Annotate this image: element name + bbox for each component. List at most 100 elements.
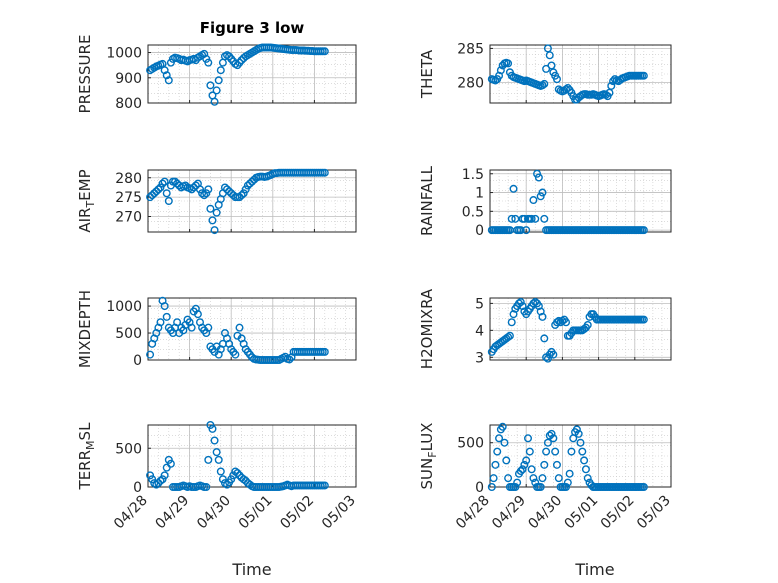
data-point: [509, 184, 518, 193]
data-point: [522, 226, 531, 235]
data-point: [241, 185, 250, 194]
data-point: [146, 350, 155, 359]
data-point: [320, 347, 329, 356]
subplot-4: 0 500 1000 MIXDEPTH: [76, 290, 357, 369]
data-point: [543, 438, 552, 447]
data-point: [148, 475, 157, 484]
data-point: [164, 196, 173, 205]
data-point: [164, 455, 173, 464]
data-point: [504, 59, 513, 68]
data-point: [500, 438, 509, 447]
data-point: [516, 226, 525, 235]
data-point: [210, 436, 219, 445]
y-axis-label: PRESSURE: [76, 35, 94, 114]
data-point: [507, 318, 516, 327]
data-point: [545, 51, 554, 60]
y-axis-label: AIRTEMP: [76, 169, 97, 232]
data-point: [504, 333, 513, 342]
data-point: [552, 318, 561, 327]
data-point: [237, 191, 246, 200]
data-point: [166, 459, 175, 468]
y-tick-label: 900: [115, 71, 142, 87]
data-point: [540, 460, 549, 469]
data-point: [542, 64, 551, 73]
data-point: [502, 456, 511, 465]
x-tick-label: 04/28: [111, 493, 151, 533]
data-point: [160, 66, 169, 75]
subplot-1: 280 285 THETA: [418, 41, 672, 104]
data-point: [538, 312, 547, 321]
data-point: [212, 448, 221, 457]
data-point: [567, 447, 576, 456]
data-point: [531, 214, 540, 223]
data-point: [146, 471, 155, 480]
data-point: [493, 447, 502, 456]
data-point: [204, 185, 213, 194]
data-point: [639, 71, 648, 80]
data-point: [536, 192, 545, 201]
y-axis-label: TERRMSL: [76, 422, 97, 491]
data-point: [549, 350, 558, 359]
data-point: [218, 475, 227, 484]
data-point: [233, 469, 242, 478]
data-point: [495, 434, 504, 443]
subplot-7: 0 500 SUNFLUX 04/2804/2904/3005/0105/0205/0…: [418, 423, 674, 533]
data-point: [538, 474, 547, 483]
data-point: [572, 425, 581, 434]
data-point: [202, 483, 211, 492]
y-tick-label: 1: [475, 186, 484, 202]
data-point: [562, 483, 571, 492]
data-point: [583, 320, 592, 329]
y-tick-label: 270: [115, 210, 142, 226]
data-point: [154, 185, 163, 194]
data-point: [554, 474, 563, 483]
data-point: [529, 474, 538, 483]
data-point: [504, 474, 513, 483]
x-tick-label: 05/03: [319, 493, 359, 533]
data-point: [554, 316, 563, 325]
data-point: [214, 76, 223, 85]
x-tick-label: 04/30: [194, 493, 234, 533]
data-point: [195, 185, 204, 194]
y-tick-label: 4: [475, 323, 484, 339]
data-point: [562, 85, 571, 94]
data-point: [549, 434, 558, 443]
x-tick-label: 05/02: [598, 493, 638, 533]
x-tick-label: 04/29: [489, 493, 529, 533]
axes-frame: [147, 169, 357, 233]
data-point: [202, 189, 211, 198]
y-tick-label: 800: [115, 96, 142, 112]
figure-title: Figure 3 low: [200, 19, 305, 37]
data-point: [320, 481, 329, 490]
data-point: [527, 214, 536, 223]
data-point: [216, 467, 225, 476]
axes-frame: [489, 424, 672, 488]
data-point: [540, 334, 549, 343]
subplot-2: 270 275 280 AIRTEMP: [76, 168, 357, 235]
data-point: [162, 312, 171, 321]
data-point: [204, 58, 213, 67]
data-point: [511, 483, 520, 492]
data-point: [639, 315, 648, 324]
data-point: [162, 189, 171, 198]
data-point: [525, 447, 534, 456]
y-tick-label: 0: [475, 223, 484, 239]
data-point: [639, 226, 648, 235]
data-point: [156, 183, 165, 192]
data-point: [208, 424, 217, 433]
data-point: [158, 475, 167, 484]
subplot-5: 3 4 5 H2OMIXRA: [418, 288, 672, 369]
y-tick-label: 500: [115, 441, 142, 457]
data-point: [558, 316, 567, 325]
y-axis-label: H2OMIXRA: [418, 288, 436, 369]
data-point: [164, 76, 173, 85]
data-point: [516, 298, 525, 307]
y-axis-label: RAINFALL: [418, 165, 436, 236]
data-point: [160, 302, 169, 311]
subplot-3: 0 0.5 1 1.5 RAINFALL: [418, 165, 672, 239]
data-point: [162, 71, 171, 80]
y-axis-label: SUNFLUX: [418, 423, 439, 490]
data-point: [516, 467, 525, 476]
